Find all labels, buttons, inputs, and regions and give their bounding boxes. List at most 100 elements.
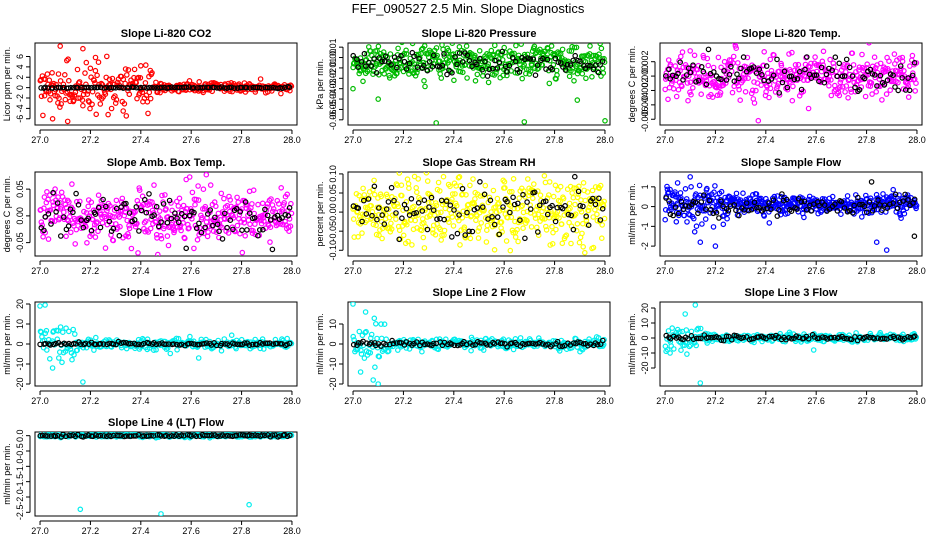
point-ambbox-colored-95	[94, 219, 100, 225]
outlier-line1-colored-2	[80, 379, 86, 385]
point-line2-black-94	[587, 341, 594, 348]
point-rh-black-86	[568, 212, 575, 219]
point-ambbox-colored-280	[205, 229, 211, 235]
point-rh-colored-417	[578, 209, 585, 215]
point-temp-black-52	[794, 76, 801, 82]
point-ambbox-colored-353	[249, 201, 255, 207]
x-tick-label-co2-1: 27.2	[82, 135, 100, 145]
outlier-sampleflow-colored-5	[674, 180, 681, 186]
point-pressure-colored-179	[457, 68, 464, 75]
point-pressure-colored-119	[421, 43, 428, 49]
point-sampleflow-black-67	[832, 201, 838, 207]
point-rh-colored-349	[541, 173, 548, 179]
point-ambbox-black-75	[227, 217, 234, 224]
point-sampleflow-black-5	[675, 210, 682, 217]
point-temp-black-69	[836, 60, 843, 67]
x-tick-label-line3-1: 27.2	[707, 396, 725, 406]
point-sampleflow-colored-4	[664, 186, 671, 193]
point-line1-black-60	[188, 340, 195, 347]
y-tick-label-sampleflow-3: 1	[640, 184, 650, 189]
point-ambbox-colored-210	[163, 206, 169, 212]
point-line2-colored-9	[358, 347, 364, 354]
point-temp-colored-181	[771, 52, 777, 58]
point-pressure-black-77	[544, 56, 551, 63]
point-rh-colored-363	[549, 223, 555, 230]
outlier-sampleflow-colored-0	[687, 174, 694, 180]
point-ambbox-black-49	[160, 201, 167, 207]
panel-title-rh: Slope Gas Stream RH	[422, 157, 535, 169]
point-rh-colored-445	[594, 211, 600, 218]
point-ambbox-colored-371	[259, 200, 266, 207]
point-pressure-black-94	[587, 62, 593, 69]
point-temp-colored-302	[843, 83, 850, 89]
y-tick-label-temp-4: 0.002	[640, 50, 650, 73]
point-ambbox-colored-176	[142, 218, 149, 225]
point-ambbox-black-5	[50, 189, 56, 196]
point-co2-colored-344	[278, 90, 284, 97]
point-pressure-black-46	[466, 57, 473, 64]
point-pressure-colored-89	[403, 51, 410, 57]
point-sampleflow-black-6	[678, 198, 685, 205]
point-pressure-colored-52	[381, 71, 388, 77]
plot-frame-rh	[347, 171, 611, 257]
point-ambbox-colored-80	[85, 203, 92, 210]
point-line2-colored-33	[378, 321, 384, 327]
point-co2-colored-77	[91, 77, 97, 84]
point-pressure-colored-236	[492, 43, 498, 49]
point-ambbox-colored-147	[125, 233, 132, 240]
point-line2-black-32	[430, 340, 437, 347]
point-rh-colored-134	[423, 172, 430, 176]
point-pressure-colored-282	[519, 75, 526, 82]
point-rh-colored-346	[539, 216, 546, 222]
point-pressure-black-5	[362, 63, 369, 69]
point-line3-black-17	[705, 334, 712, 341]
point-pressure-black-15	[388, 62, 394, 68]
point-temp-colored-138	[745, 75, 751, 82]
point-sampleflow-black-54	[798, 198, 805, 205]
point-ambbox-colored-13	[45, 196, 51, 203]
point-sampleflow-colored-40	[684, 219, 690, 225]
point-rh-colored-413	[576, 239, 583, 246]
point-temp-black-48	[784, 84, 791, 91]
point-temp-colored-328	[859, 51, 865, 58]
point-line2-black-51	[479, 340, 485, 346]
point-sampleflow-black-42	[768, 206, 774, 213]
point-rh-colored-376	[556, 215, 562, 221]
point-line3-black-99	[911, 333, 918, 340]
x-tick-label-co2-3: 27.6	[182, 135, 200, 145]
point-pressure-black-26	[416, 55, 422, 62]
point-rh-colored-388	[564, 164, 568, 168]
point-pressure-black-19	[398, 52, 404, 59]
point-pressure-black-34	[436, 64, 443, 70]
point-ambbox-colored-78	[84, 240, 90, 246]
point-line3-black-57	[805, 335, 812, 342]
point-sampleflow-black-70	[838, 198, 845, 205]
point-temp-colored-394	[898, 72, 905, 79]
point-ambbox-black-89	[262, 206, 268, 213]
point-rh-colored-454	[598, 235, 605, 242]
point-pressure-colored-331	[548, 43, 555, 49]
point-rh-black-23	[408, 196, 415, 202]
point-co2-black-51	[166, 84, 172, 91]
point-ambbox-colored-263	[195, 183, 201, 189]
point-ambbox-colored-357	[251, 210, 258, 217]
point-rh-black-41	[454, 230, 461, 237]
point-temp-colored-412	[909, 52, 916, 59]
point-co2-colored-124	[124, 72, 130, 78]
point-sampleflow-colored-54	[691, 229, 698, 235]
point-ambbox-black-41	[142, 196, 148, 203]
point-rh-black-74	[536, 202, 543, 209]
outlier-sampleflow-colored-3	[883, 247, 890, 253]
point-temp-colored-46	[689, 85, 696, 91]
point-ambbox-black-14	[73, 190, 79, 197]
x-tick-label-line2-5: 28.0	[596, 396, 614, 406]
outlier-co2-colored-0	[57, 43, 64, 49]
point-sampleflow-black-18	[707, 206, 714, 213]
point-pressure-black-66	[516, 69, 523, 75]
point-co2-colored-13	[46, 77, 53, 84]
point-sampleflow-colored-82	[707, 210, 713, 216]
point-pressure-colored-88	[403, 47, 409, 54]
x-axis-ambbox: 27.0 27.2 27.4 27.6 27.8 28.0	[31, 260, 301, 276]
point-ambbox-black-2	[42, 214, 49, 220]
